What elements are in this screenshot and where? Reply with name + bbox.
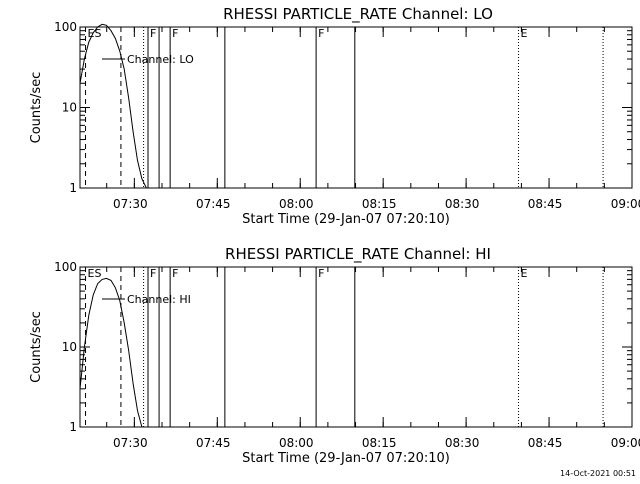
x-tick-label: 08:15 <box>362 436 397 450</box>
legend-label: Channel: LO <box>127 53 194 66</box>
x-axis-label: Start Time (29-Jan-07 07:20:10) <box>242 212 450 227</box>
marker-label: F <box>318 27 324 40</box>
marker-label: F <box>318 267 324 280</box>
marker-label: F <box>172 27 178 40</box>
marker-label: F <box>150 267 156 280</box>
x-tick-label: 09:00 <box>611 436 640 450</box>
x-tick-label: 08:00 <box>279 197 314 211</box>
marker-label: ES <box>88 27 102 40</box>
y-tick-label: 1 <box>69 420 77 434</box>
x-axis-label: Start Time (29-Jan-07 07:20:10) <box>242 451 450 466</box>
data-series-line <box>79 23 147 189</box>
x-tick-label: 07:30 <box>113 436 148 450</box>
plot-frame <box>79 26 633 189</box>
y-axis-label: Counts/sec <box>29 311 44 383</box>
y-tick-label: 100 <box>54 20 77 34</box>
y-tick-label: 1 <box>69 181 77 195</box>
chart-title: RHESSI PARTICLE_RATE Channel: LO <box>223 5 493 24</box>
chart-title: RHESSI PARTICLE_RATE Channel: HI <box>225 245 491 264</box>
x-tick-label: 08:30 <box>445 436 480 450</box>
x-tick-label: 07:45 <box>196 197 231 211</box>
y-tick-label: 10 <box>62 101 77 115</box>
x-tick-label: 08:00 <box>279 436 314 450</box>
x-tick-label: 08:45 <box>528 436 563 450</box>
footer-timestamp: 14-Oct-2021 00:51 <box>560 469 636 478</box>
y-axis-label: Counts/sec <box>29 72 44 144</box>
x-tick-label: 07:30 <box>113 197 148 211</box>
plot-frame <box>79 266 633 428</box>
x-tick-label: 09:00 <box>611 197 640 211</box>
marker-label: ES <box>88 267 102 280</box>
x-tick-label: 08:30 <box>445 197 480 211</box>
data-series-line <box>79 277 143 428</box>
legend-label: Channel: HI <box>127 293 191 306</box>
chart-panel-2: RHESSI PARTICLE_RATE Channel: HI ES F F F E 1 1… <box>29 245 640 466</box>
y-tick-label: 100 <box>54 260 77 274</box>
x-tick-label: 07:45 <box>196 436 231 450</box>
marker-label: E <box>520 27 527 40</box>
marker-label: F <box>172 267 178 280</box>
chart-panel-1: RHESSI PARTICLE_RATE Channel: LO ES F F F E 1 1… <box>29 5 640 227</box>
x-tick-label: 08:15 <box>362 197 397 211</box>
x-tick-label: 08:45 <box>528 197 563 211</box>
marker-label: E <box>520 267 527 280</box>
y-tick-label: 10 <box>62 340 77 354</box>
marker-label: F <box>150 27 156 40</box>
